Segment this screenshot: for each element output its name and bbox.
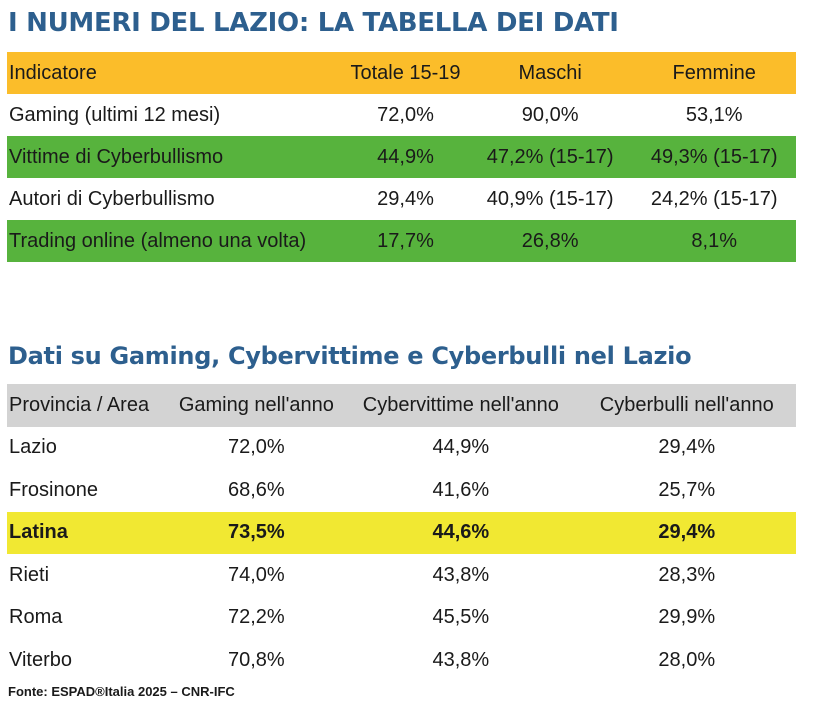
table-row: Autori di Cyberbullismo 29,4% 40,9% (15-17… — [7, 178, 796, 220]
row-value: 41,6% — [432, 478, 490, 501]
table-row: Vittime di Cyberbullismo 44,9% 47,2% (15-1… — [7, 136, 796, 178]
row-value: 24,2% (15-17) — [650, 187, 778, 210]
row-value: 28,0% — [658, 648, 716, 671]
row-value: 8,1% — [691, 229, 737, 252]
table-row: Viterbo 70,8% 43,8% 28,0% — [7, 639, 796, 682]
row-value: 44,6% — [432, 521, 490, 544]
row-value: 29,4% — [658, 436, 716, 459]
header-indicatore: Indicatore — [9, 61, 97, 84]
row-value: 70,8% — [228, 648, 285, 671]
province-data-table: Provincia / Area Gaming nell'anno Cyberv… — [7, 384, 796, 682]
row-value: 74,0% — [228, 563, 285, 586]
source-note: Fonte: ESPAD®Italia 2025 – CNR-IFC — [8, 684, 235, 699]
row-label: Viterbo — [9, 648, 73, 671]
row-value: 29,4% — [377, 187, 434, 210]
table2-body: Lazio 72,0% 44,9% 29,4% Frosinone 68,6% 41,6% 2… — [7, 427, 796, 682]
header-cyberbulli: Cyberbulli nell'anno — [599, 393, 774, 416]
table1-title: I NUMERI DEL LAZIO: LA TABELLA DEI DATI — [8, 8, 619, 38]
table-row: Gaming (ultimi 12 mesi) 72,0% 90,0% 53,1% — [7, 94, 796, 136]
row-value: 72,0% — [377, 103, 434, 126]
row-value: 28,3% — [658, 563, 716, 586]
row-value: 43,8% — [432, 563, 490, 586]
table1-header-row: Indicatore Totale 15-19 Maschi Femmine — [7, 52, 796, 94]
row-value: 45,5% — [432, 606, 490, 629]
table-row: Rieti 74,0% 43,8% 28,3% — [7, 554, 796, 597]
row-label: Rieti — [9, 563, 50, 586]
row-value: 49,3% (15-17) — [650, 145, 778, 168]
row-value: 72,2% — [228, 606, 285, 629]
row-value: 90,0% — [521, 103, 579, 126]
header-totale: Totale 15-19 — [350, 61, 461, 84]
header-cybervittime: Cybervittime nell'anno — [362, 393, 559, 416]
row-value: 72,0% — [228, 436, 285, 459]
lazio-data-table: Indicatore Totale 15-19 Maschi Femmine G… — [7, 52, 796, 262]
table-row: Trading online (almeno una volta) 17,7% 26… — [7, 220, 796, 262]
table-row: Roma 72,2% 45,5% 29,9% — [7, 597, 796, 640]
row-value: 29,4% — [658, 521, 716, 544]
row-value: 26,8% — [521, 229, 579, 252]
row-value: 17,7% — [377, 229, 434, 252]
row-value: 68,6% — [228, 478, 285, 501]
table2-header-row: Provincia / Area Gaming nell'anno Cyberv… — [7, 384, 796, 427]
table1-body: Gaming (ultimi 12 mesi) 72,0% 90,0% 53,1% Vi… — [7, 94, 796, 262]
header-provincia: Provincia / Area — [9, 393, 150, 416]
table-row: Lazio 72,0% 44,9% 29,4% — [7, 427, 796, 470]
table2-title: Dati su Gaming, Cybervittime e Cyberbull… — [8, 342, 692, 370]
row-label: Vittime di Cyberbullismo — [9, 145, 224, 168]
header-gaming: Gaming nell'anno — [178, 393, 334, 416]
row-label: Trading online (almeno una volta) — [9, 229, 307, 252]
row-value: 25,7% — [658, 478, 716, 501]
header-maschi: Maschi — [518, 61, 582, 84]
row-label: Latina — [9, 521, 68, 544]
row-value: 73,5% — [228, 521, 285, 544]
row-value: 47,2% (15-17) — [486, 145, 614, 168]
row-label: Roma — [9, 606, 63, 629]
row-label: Frosinone — [9, 478, 98, 501]
row-value: 44,9% — [432, 436, 490, 459]
row-label: Gaming (ultimi 12 mesi) — [9, 103, 221, 126]
row-value: 40,9% (15-17) — [486, 187, 614, 210]
header-femmine: Femmine — [672, 61, 756, 84]
row-value: 53,1% — [685, 103, 743, 126]
table-row: Latina 73,5% 44,6% 29,4% — [7, 511, 796, 554]
row-label: Lazio — [9, 436, 57, 459]
row-value: 43,8% — [432, 648, 490, 671]
row-value: 29,9% — [658, 606, 716, 629]
row-label: Autori di Cyberbullismo — [9, 187, 215, 210]
table-row: Frosinone 68,6% 41,6% 25,7% — [7, 469, 796, 512]
row-value: 44,9% — [377, 145, 434, 168]
